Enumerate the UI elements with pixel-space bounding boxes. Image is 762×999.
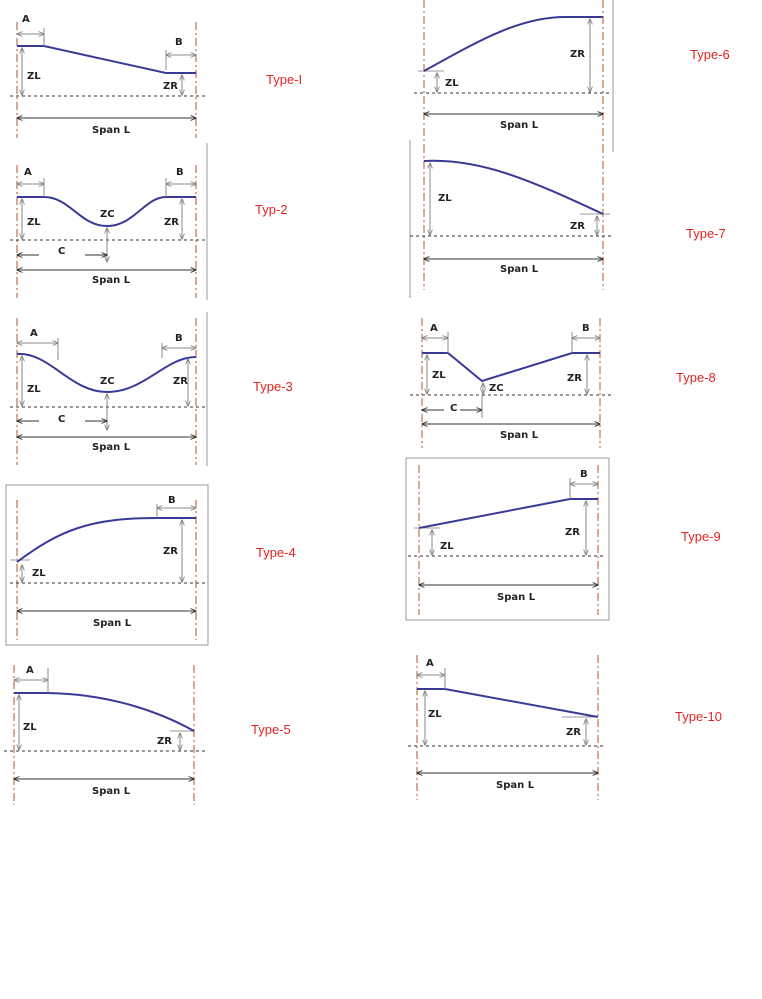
span-label: Span L [92, 442, 131, 453]
dimension-a-label: A [24, 167, 32, 178]
dimension-b-label: B [175, 333, 183, 344]
zl-label: ZL [27, 71, 41, 82]
span-label: Span L [500, 264, 539, 275]
profile-diagram-9: B ZL ZR Span L Type-9 [405, 457, 721, 621]
tendon-profile [17, 196, 196, 228]
zl-label: ZL [432, 370, 446, 381]
zr-label: ZR [570, 49, 585, 60]
profile-diagram-3: A B ZL ZR ZC C Span L Type-3 [10, 312, 293, 466]
type-title: Type-6 [690, 47, 730, 62]
span-label: Span L [93, 618, 132, 629]
span-label: Span L [496, 780, 535, 791]
type-title: Type-7 [686, 226, 726, 241]
zr-label: ZR [570, 221, 585, 232]
tendon-profile [418, 498, 598, 529]
span-label: Span L [92, 786, 131, 797]
tendon-profile [423, 159, 604, 215]
c-label: C [450, 403, 457, 414]
dimension-b-label: B [176, 167, 184, 178]
dimension-b-label: B [582, 323, 590, 334]
zr-label: ZR [157, 736, 172, 747]
type-title: Type-8 [676, 370, 716, 385]
c-label: C [58, 414, 65, 425]
dimension-a-label: A [30, 328, 38, 339]
tendon-profile [14, 692, 195, 732]
zr-label: ZR [565, 527, 580, 538]
zc-label: ZC [100, 376, 115, 387]
span-label: Span L [500, 120, 539, 131]
type-title: Type-4 [256, 545, 296, 560]
zl-label: ZL [440, 541, 454, 552]
profile-diagram-4: B ZL ZR Span L Type-4 [5, 484, 296, 646]
type-title: Type-5 [251, 722, 291, 737]
type-title: Type-I [266, 72, 302, 87]
zl-label: ZL [438, 193, 452, 204]
zr-label: ZR [163, 81, 178, 92]
zr-label: ZR [173, 376, 188, 387]
frame-border [5, 484, 209, 646]
zl-label: ZL [23, 722, 37, 733]
type-title: Type-9 [681, 529, 721, 544]
zl-label: ZL [27, 217, 41, 228]
profile-diagram-8: A B ZL ZR ZC C Span L Type-8 [407, 318, 716, 459]
tendon-profile [16, 352, 197, 394]
profile-diagram-2: A B ZL ZR ZC C Span L Typ-2 [10, 143, 288, 300]
tendon-profile [17, 45, 196, 74]
type-title: Type-3 [253, 379, 293, 394]
profile-diagram-5: A ZL ZR Span L Type-5 [4, 665, 291, 805]
tendon-profile [16, 517, 196, 563]
tendon-profile [417, 688, 599, 718]
span-label: Span L [497, 592, 536, 603]
dimension-b-label: B [168, 495, 176, 506]
profile-diagram-1: A B ZL ZR Span L Type-I [10, 14, 302, 138]
dimension-a-label: A [22, 14, 30, 25]
zc-label: ZC [489, 383, 504, 394]
c-label: C [58, 246, 65, 257]
zl-label: ZL [428, 709, 442, 720]
profile-diagram-10: A ZL ZR Span L Type-10 [408, 655, 722, 800]
zr-label: ZR [566, 727, 581, 738]
zl-label: ZL [27, 384, 41, 395]
span-label: Span L [500, 430, 539, 441]
dimension-a-label: A [430, 323, 438, 334]
dimension-b-label: B [175, 37, 183, 48]
profile-diagram-7: ZL ZR Span L Type-7 [409, 140, 726, 298]
tendon-profile [422, 352, 600, 383]
tendon-profile [423, 16, 603, 72]
dimension-a-label: A [426, 658, 434, 669]
dimension-a-label: A [26, 665, 34, 676]
zr-label: ZR [567, 373, 582, 384]
frame-border [405, 457, 610, 621]
zl-label: ZL [445, 78, 459, 89]
zc-label: ZC [100, 209, 115, 220]
profile-diagram-6: ZL ZR Span L Type-6 [414, 0, 730, 152]
type-title: Type-10 [675, 709, 722, 724]
zr-label: ZR [164, 217, 179, 228]
dimension-b-label: B [580, 469, 588, 480]
zr-label: ZR [163, 546, 178, 557]
span-label: Span L [92, 275, 131, 286]
type-title: Typ-2 [255, 202, 288, 217]
zl-label: ZL [32, 568, 46, 579]
span-label: Span L [92, 125, 131, 136]
